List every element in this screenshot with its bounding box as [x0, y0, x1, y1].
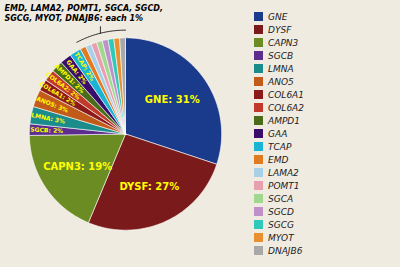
html-text:POMT1: POMT1 [268, 180, 300, 191]
html-text:GNE: GNE [268, 11, 288, 22]
html-text:SGCD: SGCD [268, 206, 294, 217]
html-text:DYSF: DYSF [268, 24, 292, 35]
svg-text:SGCB: 2%: SGCB: 2% [30, 126, 63, 134]
html-text:EMD: EMD [268, 154, 289, 165]
html-text:LMNA: LMNA [268, 63, 294, 74]
html-text:ANO5: ANO5 [268, 76, 294, 87]
svg-text:EMD, LAMA2, POMT1, SGCA, SGCD,: EMD, LAMA2, POMT1, SGCA, SGCD,SGCG, MYOT… [5, 4, 163, 23]
html-text:GAA: GAA [268, 128, 288, 139]
svg-text:GNE: 31%: GNE: 31% [145, 94, 200, 105]
html-text:SGCA: SGCA [268, 193, 294, 204]
html-text:COL6A1: COL6A1 [268, 89, 304, 100]
svg-text:ANO5: 3%: ANO5: 3% [35, 94, 70, 114]
html-text:SGCB: SGCB [268, 50, 294, 61]
svg-text:TCAP: 2%: TCAP: 2% [73, 51, 96, 82]
svg-text:AMPD1: 2%: AMPD1: 2% [53, 62, 86, 95]
html-text:LAMA2: LAMA2 [268, 167, 299, 178]
svg-text:COL6A1: 2%: COL6A1: 2% [38, 79, 78, 107]
html-text:SGCG: SGCG [268, 219, 294, 230]
svg-text:DYSF: 27%: DYSF: 27% [120, 181, 180, 192]
svg-text:LMNA: 3%: LMNA: 3% [31, 111, 66, 125]
svg-text:GAA: 2%: GAA: 2% [65, 58, 89, 86]
html-text:COL6A2: COL6A2 [268, 102, 304, 113]
html-text:MYOT: MYOT [268, 232, 294, 243]
html-text:DNAJB6: DNAJB6 [268, 245, 303, 256]
svg-text:COL6A2: 2%: COL6A2: 2% [45, 70, 82, 101]
svg-text:CAPN3: 19%: CAPN3: 19% [43, 161, 112, 172]
html-text:CAPN3: CAPN3 [268, 37, 299, 48]
html-text:TCAP: TCAP [268, 141, 292, 152]
html-text:AMPD1: AMPD1 [268, 115, 300, 126]
